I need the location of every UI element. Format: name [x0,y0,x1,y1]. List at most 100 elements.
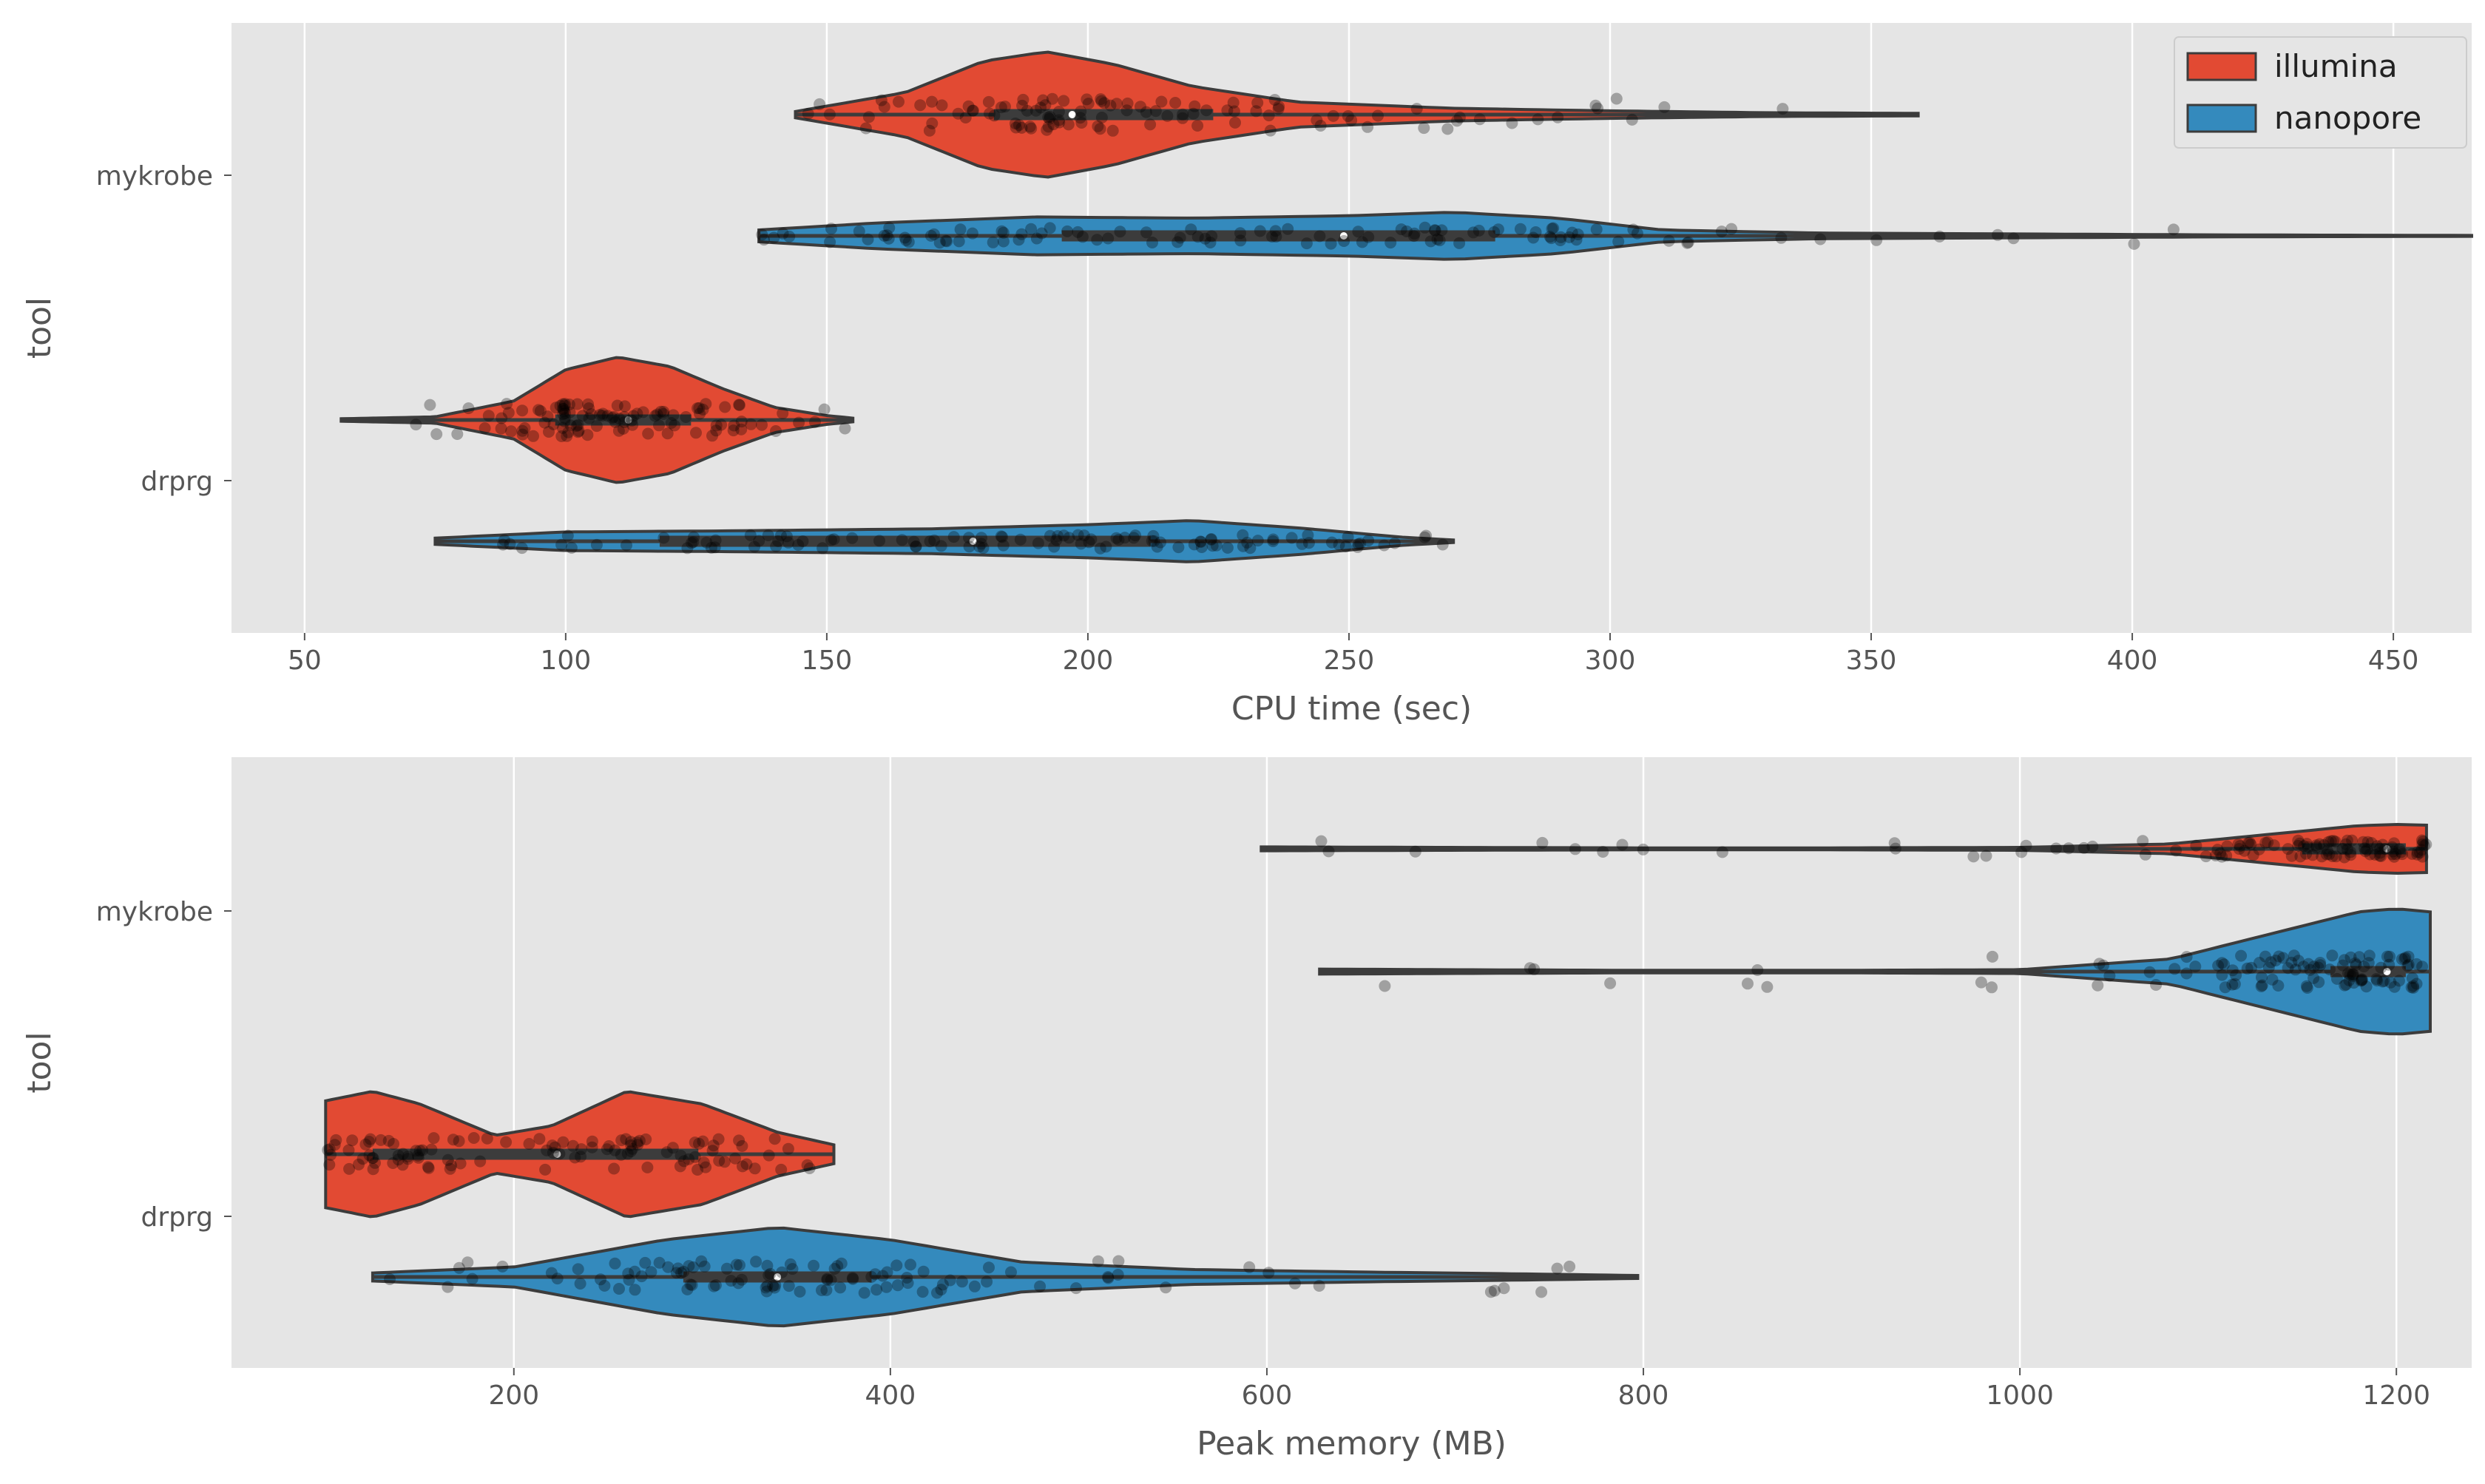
data-point [2326,949,2339,962]
data-point [547,1147,559,1159]
data-point [1243,1261,1256,1273]
data-point [359,1138,372,1151]
data-point [2350,959,2362,971]
data-point [1221,104,1234,117]
data-point [481,1132,493,1145]
data-point [2282,962,2294,975]
data-point [363,1136,375,1148]
data-point [366,1152,379,1165]
data-point [1062,118,1075,131]
data-point [2301,982,2313,994]
data-point [2285,956,2298,969]
data-point [846,1272,859,1284]
data-point [516,428,529,441]
data-point [451,428,464,440]
data-point [601,410,614,422]
data-point [1205,533,1217,545]
data-point [1313,1280,1325,1292]
data-point [750,1256,763,1268]
data-point [941,235,953,248]
data-point [1015,121,1028,134]
data-point [445,1159,458,1172]
data-point [356,1153,369,1165]
data-point [935,1284,947,1296]
data-point [728,419,740,432]
data-point [1017,93,1030,106]
data-point [2355,975,2367,987]
data-point [2371,975,2383,987]
data-point [2285,850,2298,862]
x-tick-label: 250 [1324,646,1375,676]
data-point [2353,951,2365,963]
data-point [2321,844,2333,857]
data-point [2015,846,2028,858]
data-point [1148,535,1160,547]
data-point [698,1260,711,1273]
data-point [586,1141,598,1153]
data-point [1563,1260,1576,1273]
data-point [1070,1282,1082,1295]
data-point [2312,961,2325,974]
data-point [575,1143,587,1156]
data-point [1429,224,1441,237]
data-point [396,1159,409,1171]
data-point [901,1272,913,1284]
data-point [1570,234,1583,246]
data-point [1428,224,1441,237]
data-point [1206,540,1219,552]
data-point [748,541,760,553]
data-point [792,539,805,551]
data-point [2232,838,2245,850]
data-point [952,107,964,120]
data-point [2242,837,2254,850]
data-point [1012,234,1025,246]
data-point [700,398,712,410]
data-point [2170,844,2183,857]
data-point [1041,123,1053,136]
data-point [683,1153,695,1165]
data-point [1314,230,1326,243]
data-point [581,429,594,441]
data-point [1395,223,1407,236]
data-point [1005,1266,1017,1278]
data-point [794,1285,806,1298]
data-point [700,1161,712,1173]
data-point [2277,952,2290,964]
data-point [883,222,896,234]
data-point [1021,104,1033,117]
data-point [2314,959,2327,972]
data-point [657,407,669,420]
data-point [1592,102,1604,115]
data-point [553,1148,566,1160]
data-point [816,542,829,555]
data-point [816,1284,828,1296]
data-point [2344,951,2357,963]
data-point [645,1266,657,1278]
data-point [555,430,568,442]
data-point [1112,1255,1125,1267]
data-point [687,1261,700,1273]
data-point [692,1164,704,1176]
data-point [1102,1272,1115,1284]
data-point [1030,232,1043,245]
data-point [323,1159,336,1171]
data-point [2342,843,2353,855]
data-point [709,534,722,546]
data-point [1379,980,1391,992]
data-point [622,1267,635,1280]
data-point [1627,223,1640,236]
data-point [538,416,551,429]
data-point [2375,961,2387,974]
data-point [733,399,746,411]
data-point [928,534,941,546]
data-point [2318,838,2330,851]
data-point [1296,538,1308,550]
data-point [1121,97,1134,109]
data-point [1333,538,1345,551]
data-point [1285,532,1298,544]
data-point [617,422,629,435]
y-tick-label: drprg [141,467,213,497]
data-point [495,422,507,435]
y-axis-label: tool [21,297,58,359]
data-point [590,420,603,433]
